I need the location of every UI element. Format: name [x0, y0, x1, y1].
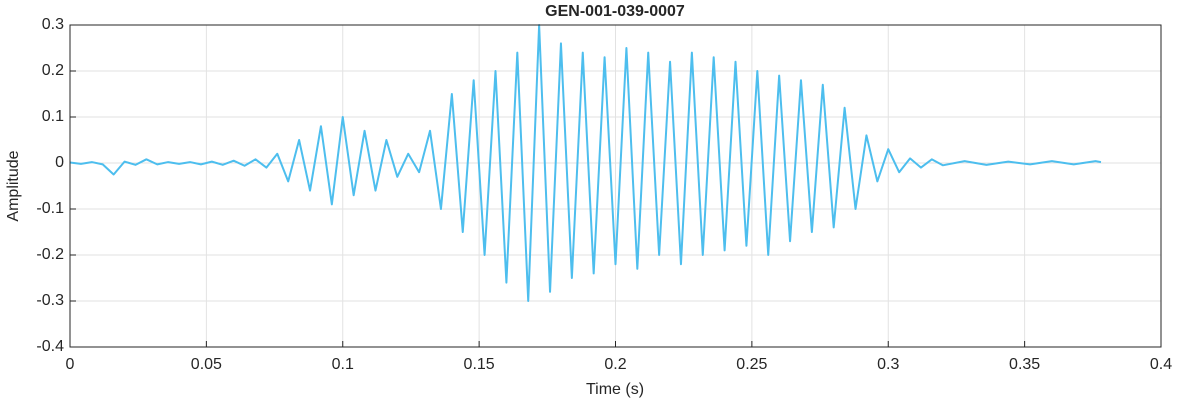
- x-tick-label: 0: [66, 356, 75, 373]
- chart-title: GEN-001-039-0007: [545, 3, 685, 20]
- y-tick-label: 0.1: [42, 108, 64, 125]
- x-axis-label: Time (s): [586, 381, 644, 398]
- y-axis-label: Amplitude: [5, 150, 22, 221]
- y-tick-label: 0.2: [42, 62, 64, 79]
- x-tick-label: 0.1: [332, 356, 354, 373]
- y-tick-label: -0.4: [36, 338, 64, 355]
- plot-frame: [69, 24, 1162, 348]
- x-tick-label: 0.3: [877, 356, 899, 373]
- x-tick-label: 0.25: [736, 356, 767, 373]
- x-tick-label: 0.4: [1150, 356, 1172, 373]
- x-tick-label: 0.35: [1009, 356, 1040, 373]
- y-tick-label: -0.2: [36, 246, 64, 263]
- waveform-line: [69, 24, 1102, 302]
- y-tick-label: 0: [55, 154, 64, 171]
- y-tick-label: -0.1: [36, 200, 64, 217]
- x-tick-label: 0.05: [191, 356, 222, 373]
- x-tick-label: 0.2: [604, 356, 626, 373]
- y-tick-label: 0.3: [42, 16, 64, 33]
- y-tick-label: -0.3: [36, 292, 64, 309]
- x-tick-label: 0.15: [464, 356, 495, 373]
